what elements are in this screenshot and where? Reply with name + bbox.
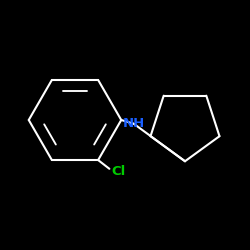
Text: NH: NH [122, 117, 145, 130]
Text: Cl: Cl [112, 165, 126, 178]
